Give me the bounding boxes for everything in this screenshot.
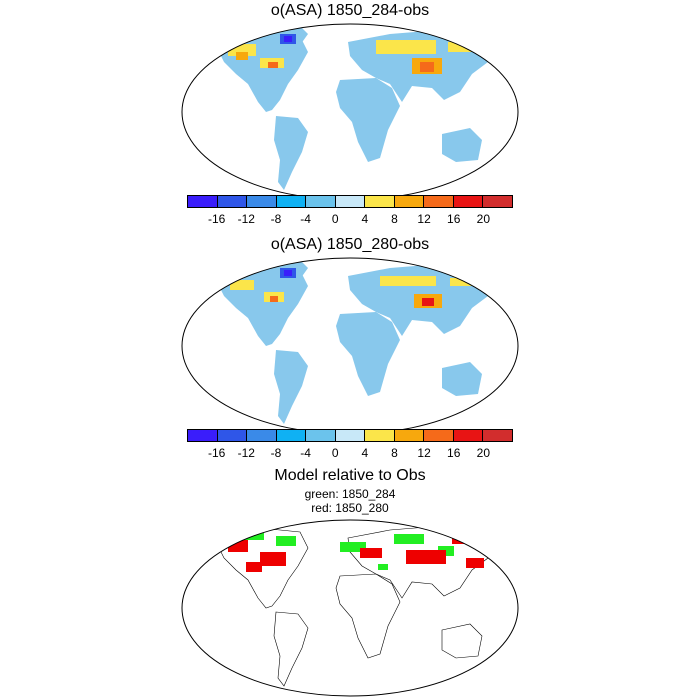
colorbar-swatch — [394, 196, 425, 207]
south-america-land — [274, 116, 308, 190]
colorbar-tick-label: 4 — [361, 212, 369, 226]
green-patch — [394, 534, 424, 544]
colorbar-1-ticks: -16 -12 -8 -4 0 4 8 12 16 20 — [187, 212, 513, 228]
colorbar-swatch — [365, 430, 395, 441]
green-patch — [276, 536, 296, 546]
anomaly-patch — [284, 36, 292, 42]
colorbar-swatch — [483, 430, 513, 441]
colorbar-tick-label: -8 — [270, 446, 282, 460]
colorbar-swatch — [276, 430, 307, 441]
map-panel-2 — [181, 257, 519, 435]
colorbar-tick-label: 16 — [447, 446, 461, 460]
colorbar-tick-label: 16 — [447, 212, 461, 226]
colorbar-tick-label: 12 — [417, 212, 431, 226]
red-patch — [360, 548, 382, 558]
colorbar-2-ticks: -16 -12 -8 -4 0 4 8 12 16 20 — [187, 446, 513, 462]
map-comparison — [181, 519, 519, 697]
africa-land — [336, 312, 400, 396]
colorbar-tick-label: -4 — [300, 212, 311, 226]
colorbar-swatch — [394, 430, 425, 441]
colorbar-2 — [187, 429, 513, 442]
positive-anomaly-layer — [230, 276, 476, 308]
colorbar-tick-label: -4 — [300, 446, 311, 460]
colorbar-swatch — [365, 196, 395, 207]
colorbar-swatch — [453, 430, 484, 441]
comparison-legend-green: green: 1850_284 — [304, 487, 396, 501]
colorbar-swatch — [306, 196, 336, 207]
colorbar-tick-label: 0 — [331, 446, 339, 460]
anomaly-patch — [376, 40, 436, 54]
red-layer-1850-280 — [228, 534, 484, 572]
panel-1-title: o(ASA) 1850_284-obs — [270, 2, 430, 19]
anomaly-patch — [270, 296, 278, 302]
colorbar-tick-label: 8 — [391, 212, 398, 226]
anomaly-patch — [268, 62, 278, 68]
colorbar-1 — [187, 195, 513, 208]
australia-land — [442, 128, 482, 162]
green-patch — [340, 542, 366, 552]
colorbar-tick-label: -12 — [237, 212, 255, 226]
colorbar-swatch — [335, 196, 366, 207]
australia-land — [442, 362, 482, 396]
colorbar-swatch — [247, 430, 277, 441]
anomaly-patch — [380, 276, 436, 286]
colorbar-swatch — [335, 430, 366, 441]
comparison-legend-red: red: 1850_280 — [311, 501, 389, 515]
negative-anomaly-layer — [280, 34, 296, 44]
africa-land — [336, 78, 400, 162]
colorbar-swatch — [453, 196, 484, 207]
colorbar-swatch — [188, 196, 218, 207]
colorbar-tick-label: 4 — [361, 446, 369, 460]
australia-coast — [441, 623, 483, 659]
map-frame — [181, 519, 519, 697]
comparison-title: Model relative to Obs — [274, 467, 426, 484]
map-panel-1 — [181, 23, 519, 201]
red-patch — [246, 562, 262, 572]
south-america-land — [274, 350, 308, 424]
colorbar-tick-label: 12 — [417, 446, 431, 460]
colorbar-swatch — [483, 196, 513, 207]
red-patch — [406, 550, 446, 564]
anomaly-patch — [230, 280, 254, 290]
red-patch — [452, 534, 482, 544]
red-patch — [466, 558, 484, 568]
colorbar-swatch — [217, 430, 248, 441]
colorbar-tick-label: 20 — [476, 212, 491, 226]
colorbar-tick-label: -8 — [270, 212, 282, 226]
africa-coast — [335, 573, 401, 659]
colorbar-swatch — [306, 430, 336, 441]
anomaly-patch — [420, 62, 434, 72]
colorbar-swatch — [247, 196, 277, 207]
colorbar-swatch — [424, 430, 454, 441]
negative-anomaly-layer — [280, 268, 296, 278]
colorbar-tick-label: -12 — [237, 446, 255, 460]
south-america-coast — [273, 611, 309, 687]
green-patch — [378, 564, 388, 570]
anomaly-patch — [284, 270, 292, 276]
colorbar-swatch — [188, 430, 218, 441]
colorbar-tick-label: -16 — [207, 446, 226, 460]
colorbar-swatch — [424, 196, 454, 207]
anomaly-patch — [450, 278, 476, 286]
colorbar-tick-label: 0 — [331, 212, 339, 226]
colorbar-tick-label: -16 — [207, 212, 226, 226]
colorbar-tick-label: 20 — [476, 446, 491, 460]
colorbar-swatch — [276, 196, 307, 207]
green-patch — [240, 530, 264, 540]
anomaly-patch — [236, 52, 248, 60]
red-patch — [260, 552, 286, 566]
north-america-coast — [217, 527, 309, 609]
anomaly-patch — [422, 298, 434, 306]
colorbar-tick-label: 8 — [391, 446, 398, 460]
panel-2-title: o(ASA) 1850_280-obs — [270, 236, 430, 253]
colorbar-swatch — [217, 196, 248, 207]
